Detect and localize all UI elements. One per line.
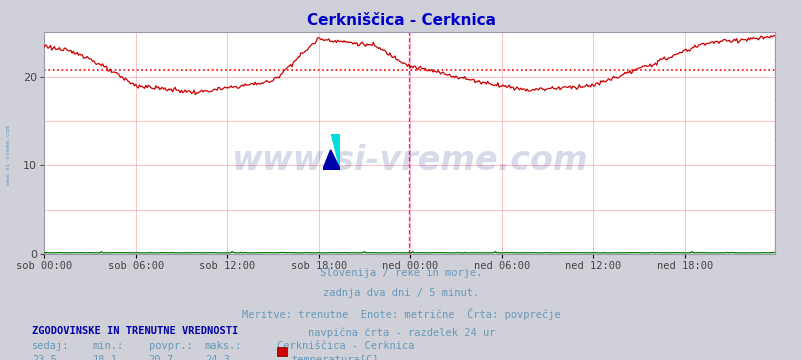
Text: Slovenija / reke in morje.: Slovenija / reke in morje. (320, 268, 482, 278)
Text: maks.:: maks.: (205, 341, 242, 351)
Text: Cerkniščica - Cerknica: Cerkniščica - Cerknica (277, 341, 414, 351)
Text: Cerkniščica - Cerknica: Cerkniščica - Cerknica (306, 13, 496, 28)
Text: ZGODOVINSKE IN TRENUTNE VREDNOSTI: ZGODOVINSKE IN TRENUTNE VREDNOSTI (32, 326, 238, 336)
Text: navpična črta - razdelek 24 ur: navpična črta - razdelek 24 ur (307, 328, 495, 338)
Text: 23,5: 23,5 (32, 355, 57, 360)
Text: Meritve: trenutne  Enote: metrične  Črta: povprečje: Meritve: trenutne Enote: metrične Črta: … (242, 308, 560, 320)
Text: zadnja dva dni / 5 minut.: zadnja dva dni / 5 minut. (323, 288, 479, 298)
Text: min.:: min.: (92, 341, 124, 351)
Text: www.si-vreme.com: www.si-vreme.com (6, 125, 11, 185)
Text: www.si-vreme.com: www.si-vreme.com (231, 144, 587, 177)
Polygon shape (322, 150, 340, 170)
Text: povpr.:: povpr.: (148, 341, 192, 351)
Text: 18,1: 18,1 (92, 355, 117, 360)
Polygon shape (330, 134, 340, 170)
Text: 20,7: 20,7 (148, 355, 173, 360)
Text: 24,3: 24,3 (205, 355, 229, 360)
Text: temperatura[C]: temperatura[C] (291, 355, 379, 360)
Text: sedaj:: sedaj: (32, 341, 70, 351)
